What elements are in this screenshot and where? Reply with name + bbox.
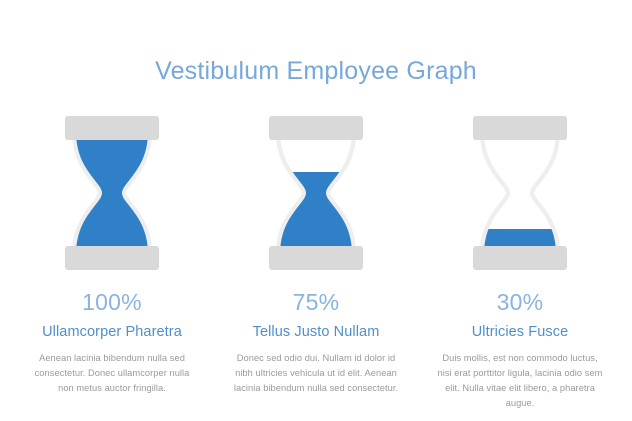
stat-heading: Ullamcorper Pharetra: [42, 324, 182, 341]
hourglass-icon: [473, 116, 567, 270]
hourglass-icon: [65, 116, 159, 270]
hourglass-bottom-cap: [65, 246, 159, 270]
hourglass-top-cap: [65, 116, 159, 140]
sand-fill: [74, 132, 150, 254]
stat-heading: Ultricies Fusce: [471, 324, 569, 341]
hourglass-icon: [269, 116, 363, 270]
stat-description: Donec sed odio dui. Nullam id dolor id n…: [233, 352, 399, 394]
hourglass-top-cap: [269, 116, 363, 140]
stat-percent: 75%: [292, 289, 340, 315]
hourglass-top-cap: [473, 116, 567, 140]
stat-percent: 100%: [82, 289, 142, 315]
page-title: Vestibulum Employee Graph: [155, 57, 477, 85]
stat-column-3: 30% Ultricies Fusce Duis mollis, est non…: [422, 110, 618, 411]
hourglass-bottom-cap: [473, 246, 567, 270]
columns-container: 100% Ullamcorper Pharetra Aenean lacinia…: [0, 110, 632, 411]
hourglass-bottom-cap: [269, 246, 363, 270]
stat-column-1: 100% Ullamcorper Pharetra Aenean lacinia…: [14, 110, 210, 396]
stat-column-2: 75% Tellus Justo Nullam Donec sed odio d…: [218, 110, 414, 396]
stat-description: Aenean lacinia bibendum nulla sed consec…: [34, 352, 190, 394]
stat-percent: 30%: [496, 289, 544, 315]
stat-description: Duis mollis, est non commodo luctus, nis…: [437, 352, 603, 409]
sand-fill: [278, 172, 354, 254]
stat-heading: Tellus Justo Nullam: [252, 324, 380, 341]
